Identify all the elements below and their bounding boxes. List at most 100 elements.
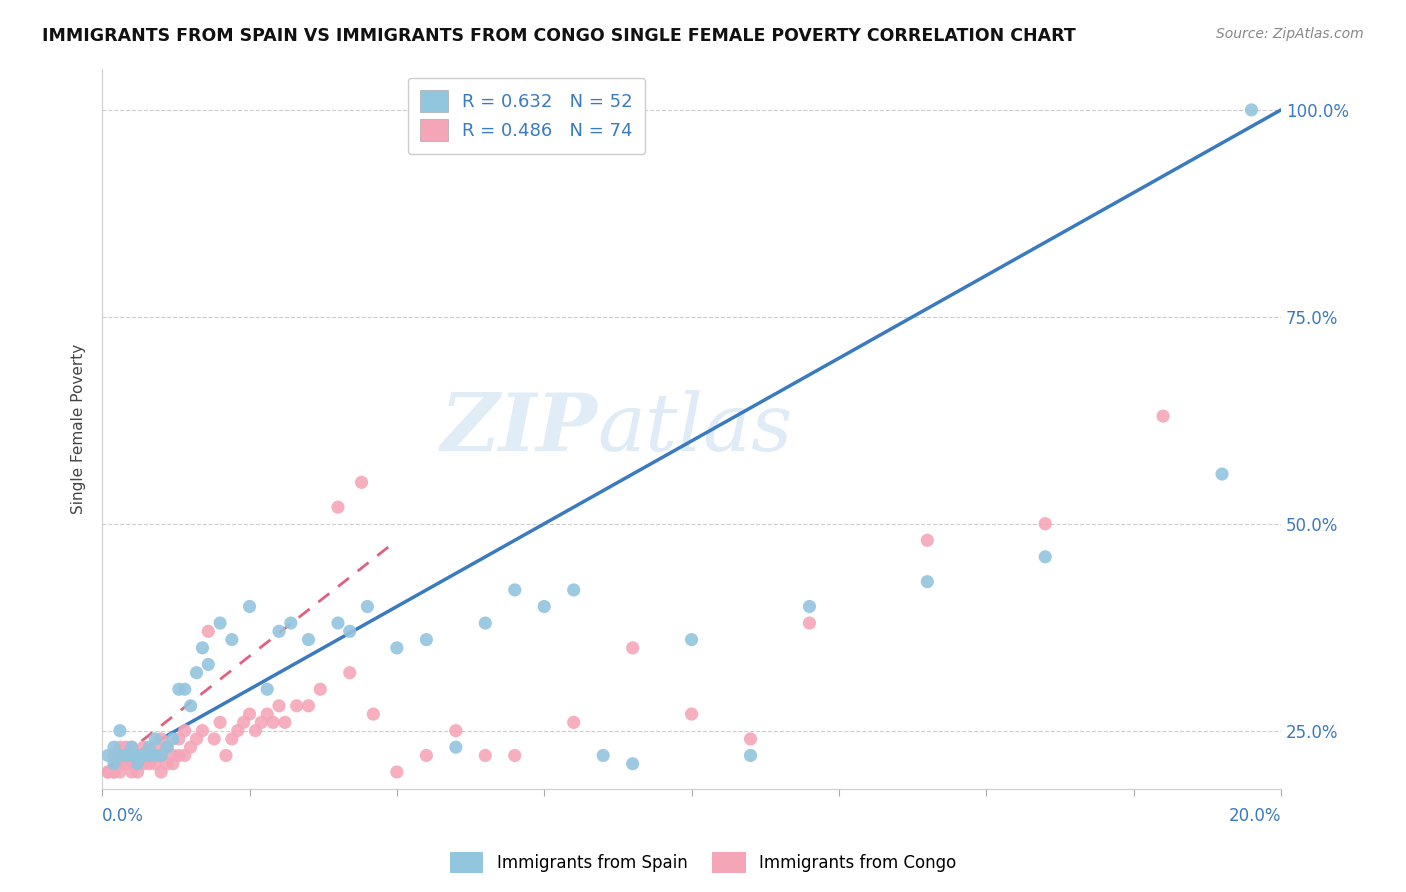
Point xyxy=(285,698,308,713)
Text: ZIP: ZIP xyxy=(440,390,598,467)
Point xyxy=(132,748,155,763)
Point xyxy=(167,748,190,763)
Point xyxy=(221,632,243,647)
Point xyxy=(415,748,437,763)
Point xyxy=(740,748,762,763)
Point xyxy=(121,764,143,779)
Point xyxy=(103,740,125,755)
Point xyxy=(121,740,143,755)
Point xyxy=(180,698,202,713)
Point xyxy=(132,748,155,763)
Point xyxy=(114,748,136,763)
Point xyxy=(162,756,184,771)
Point xyxy=(97,748,120,763)
Text: 20.0%: 20.0% xyxy=(1229,807,1281,825)
Point xyxy=(339,624,361,639)
Point xyxy=(103,764,125,779)
Point xyxy=(173,682,195,697)
Point xyxy=(103,748,125,763)
Point xyxy=(415,632,437,647)
Point xyxy=(167,682,190,697)
Point xyxy=(592,748,614,763)
Point xyxy=(309,682,332,697)
Point xyxy=(232,715,254,730)
Point xyxy=(267,624,290,639)
Point xyxy=(173,748,195,763)
Point xyxy=(202,731,225,746)
Point xyxy=(250,715,273,730)
Point xyxy=(138,740,160,755)
Point xyxy=(256,707,278,722)
Point xyxy=(97,764,120,779)
Point xyxy=(917,533,939,548)
Point xyxy=(103,756,125,771)
Point xyxy=(127,748,149,763)
Point xyxy=(356,599,378,614)
Text: atlas: atlas xyxy=(598,390,793,467)
Point xyxy=(127,764,149,779)
Point xyxy=(103,764,125,779)
Point xyxy=(150,748,173,763)
Y-axis label: Single Female Poverty: Single Female Poverty xyxy=(72,343,86,514)
Point xyxy=(150,731,173,746)
Point xyxy=(180,740,202,755)
Legend: Immigrants from Spain, Immigrants from Congo: Immigrants from Spain, Immigrants from C… xyxy=(443,846,963,880)
Point xyxy=(108,748,131,763)
Point xyxy=(1152,409,1174,424)
Point xyxy=(156,740,179,755)
Point xyxy=(562,715,585,730)
Point xyxy=(562,582,585,597)
Point xyxy=(533,599,555,614)
Point xyxy=(150,764,173,779)
Point xyxy=(167,731,190,746)
Point xyxy=(143,740,166,755)
Point xyxy=(799,599,821,614)
Point xyxy=(1211,467,1233,481)
Point xyxy=(132,748,155,763)
Point xyxy=(385,764,408,779)
Point xyxy=(267,698,290,713)
Point xyxy=(226,723,249,738)
Point xyxy=(681,632,703,647)
Point xyxy=(1033,516,1056,531)
Point xyxy=(127,756,149,771)
Point xyxy=(114,756,136,771)
Point xyxy=(114,748,136,763)
Point xyxy=(143,756,166,771)
Point xyxy=(326,615,349,630)
Point xyxy=(274,715,297,730)
Point xyxy=(121,740,143,755)
Point xyxy=(143,748,166,763)
Point xyxy=(156,740,179,755)
Point xyxy=(138,748,160,763)
Point xyxy=(621,640,644,655)
Point xyxy=(132,740,155,755)
Point xyxy=(474,748,496,763)
Point xyxy=(297,632,319,647)
Point xyxy=(108,723,131,738)
Point xyxy=(444,740,467,755)
Point xyxy=(138,756,160,771)
Point xyxy=(108,740,131,755)
Text: 0.0%: 0.0% xyxy=(103,807,143,825)
Point xyxy=(238,707,260,722)
Point xyxy=(197,657,219,672)
Text: Source: ZipAtlas.com: Source: ZipAtlas.com xyxy=(1216,27,1364,41)
Point xyxy=(191,723,214,738)
Point xyxy=(97,764,120,779)
Point xyxy=(1033,549,1056,564)
Point xyxy=(138,748,160,763)
Point xyxy=(740,731,762,746)
Point xyxy=(121,748,143,763)
Point xyxy=(150,748,173,763)
Point xyxy=(186,665,208,680)
Point xyxy=(143,731,166,746)
Point xyxy=(221,731,243,746)
Point xyxy=(363,707,385,722)
Point xyxy=(162,731,184,746)
Point xyxy=(191,640,214,655)
Point xyxy=(326,500,349,515)
Text: IMMIGRANTS FROM SPAIN VS IMMIGRANTS FROM CONGO SINGLE FEMALE POVERTY CORRELATION: IMMIGRANTS FROM SPAIN VS IMMIGRANTS FROM… xyxy=(42,27,1076,45)
Legend: R = 0.632   N = 52, R = 0.486   N = 74: R = 0.632 N = 52, R = 0.486 N = 74 xyxy=(408,78,645,154)
Point xyxy=(444,723,467,738)
